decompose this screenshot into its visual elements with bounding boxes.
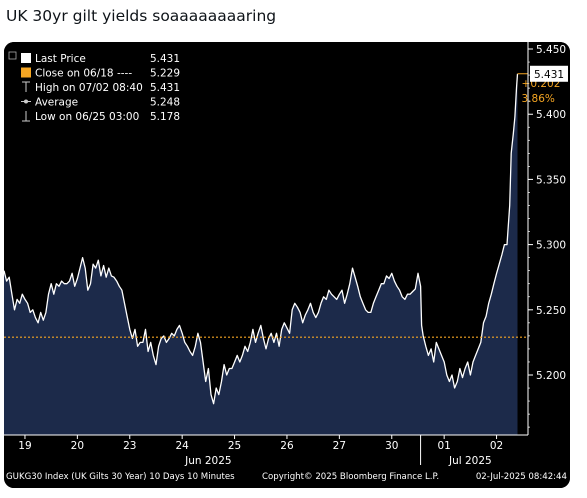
legend-value: 5.431 xyxy=(150,82,180,94)
legend-value: 5.178 xyxy=(150,111,180,123)
legend-box xyxy=(4,48,184,128)
chart-panel: +0.202 3.86% 5.450 5.400 5.350 5.300 5.250 5.2… xyxy=(4,42,570,488)
footer-ticker: GUKG30 Index (UK Gilts 30 Year) 10 Days … xyxy=(6,472,235,482)
x-tick-label: 23 xyxy=(123,440,136,452)
legend-value: 5.229 xyxy=(150,68,180,80)
y-tick-label: 5.200 xyxy=(536,370,566,382)
footer-timestamp: 02-Jul-2025 08:42:44 xyxy=(476,472,567,482)
average-dot-icon xyxy=(24,99,28,104)
y-tick-label: 5.400 xyxy=(536,109,566,121)
x-tick-label: 19 xyxy=(18,440,31,452)
legend-item: Close on 06/18 ---- 5.229 xyxy=(21,67,180,80)
y-tick-label: 5.450 xyxy=(536,44,566,56)
x-tick-label: 30 xyxy=(385,440,398,452)
y-tick-label: 5.300 xyxy=(536,240,566,252)
x-tick-label: 01 xyxy=(437,440,450,452)
month-label: Jun 2025 xyxy=(184,455,231,467)
legend-label: Last Price xyxy=(35,53,86,65)
month-label: Jul 2025 xyxy=(448,455,492,467)
last-price-badge-label: 5.431 xyxy=(534,69,564,81)
legend-label: High on 07/02 08:40 xyxy=(35,82,143,94)
x-tick-label: 27 xyxy=(333,440,346,452)
legend-value: 5.431 xyxy=(150,53,180,65)
price-line xyxy=(4,73,519,405)
orange-square-icon xyxy=(21,67,31,78)
legend-label: Average xyxy=(35,97,78,109)
legend-value: 5.248 xyxy=(150,97,180,109)
legend-label: Close on 06/18 ---- xyxy=(35,68,132,80)
x-tick-label: 20 xyxy=(71,440,84,452)
y-tick-label: 5.350 xyxy=(536,174,566,186)
legend-item: High on 07/02 08:40 5.431 xyxy=(22,81,180,94)
change-pct: 3.86% xyxy=(522,93,555,105)
price-area xyxy=(4,73,518,436)
post-text: UK 30yr gilt yields soaaaaaaaaring xyxy=(6,7,277,25)
x-tick-label: 26 xyxy=(280,440,294,452)
legend-toggle-icon xyxy=(8,51,17,60)
x-tick-label: 02 xyxy=(490,440,503,452)
high-marker-icon xyxy=(22,81,30,92)
legend-label: Low on 06/25 03:00 xyxy=(35,111,139,123)
legend-item: Low on 06/25 03:00 5.178 xyxy=(22,111,180,123)
y-tick-label: 5.250 xyxy=(536,305,566,317)
x-tick-label: 24 xyxy=(175,440,189,452)
low-marker-icon xyxy=(22,111,30,122)
legend-item: Last Price 5.431 xyxy=(21,53,180,65)
white-square-icon xyxy=(21,53,31,63)
legend-item: Average 5.248 xyxy=(21,97,180,109)
x-tick-label: 25 xyxy=(228,440,241,452)
last-price-badge xyxy=(530,65,568,82)
footer-copyright: Copyright© 2025 Bloomberg Finance L.P. xyxy=(262,472,439,482)
